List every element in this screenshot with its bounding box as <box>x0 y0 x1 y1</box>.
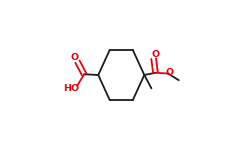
Text: O: O <box>152 50 160 59</box>
Text: O: O <box>166 68 174 77</box>
Text: O: O <box>71 53 79 62</box>
Text: HO: HO <box>63 84 79 93</box>
